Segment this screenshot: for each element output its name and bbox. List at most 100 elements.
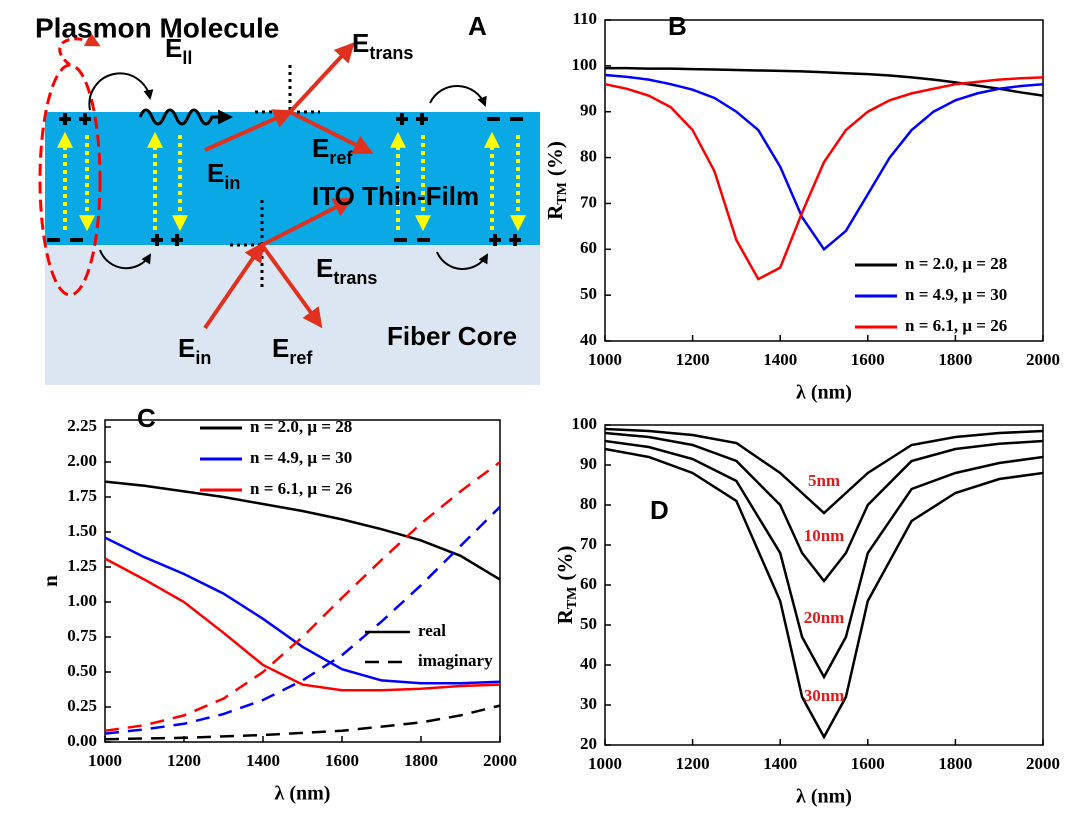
y-tick-label: 0.00	[67, 731, 97, 750]
y-axis-title: RTM (%)	[543, 141, 570, 220]
legend-label: n = 2.0, μ = 28	[250, 417, 352, 436]
y-tick-label: 110	[572, 9, 597, 28]
x-tick-label: 1000	[88, 751, 122, 770]
field-subscript: in	[195, 348, 211, 368]
data-line	[604, 427, 1044, 515]
legend-label: n = 4.9, μ = 30	[905, 285, 1007, 304]
field-label: Ell	[165, 33, 192, 68]
y-tick-label: 90	[580, 454, 597, 473]
x-tick-label: 1200	[676, 350, 710, 369]
field-subscript: ref	[289, 348, 313, 368]
field-subscript: in	[224, 173, 240, 193]
field-label: Eref	[312, 133, 353, 168]
film-label: ITO Thin-Film	[312, 181, 479, 211]
data-line	[104, 480, 501, 581]
y-tick-label: 90	[580, 101, 597, 120]
field-symbol: E	[312, 133, 329, 163]
charts: 1000 1200 1400 1600 1800 2000 40 50 60 70 80 90 100 1…	[38, 9, 1060, 808]
y-tick-label: 80	[580, 494, 597, 513]
legend-label: n = 6.1, μ = 26	[250, 479, 352, 498]
y-tick-label: 1.75	[67, 486, 97, 505]
x-tick-label: 1000	[588, 350, 622, 369]
legend-label: n = 6.1, μ = 26	[905, 316, 1007, 335]
y-axis-subscript: TM	[555, 182, 570, 205]
field-label: Etrans	[352, 28, 413, 63]
y-axis-symbol: n	[38, 575, 62, 587]
x-tick-label: 2000	[483, 751, 517, 770]
plot-frame	[604, 19, 1044, 342]
y-tick-label: 40	[580, 654, 597, 673]
data-line	[604, 431, 1044, 584]
y-tick-label: 50	[580, 614, 597, 633]
style-label: imaginary	[418, 651, 493, 670]
data-line	[604, 439, 1044, 680]
y-tick-label: 40	[580, 330, 597, 349]
legend-label: n = 4.9, μ = 30	[250, 448, 352, 467]
core-label: Fiber Core	[387, 321, 517, 351]
x-axis-title: λ (nm)	[796, 382, 852, 404]
field-label: Ein	[178, 333, 211, 368]
field-label: Ein	[207, 158, 240, 193]
y-tick-label: 2.25	[67, 416, 97, 435]
y-tick-label: 100	[572, 55, 598, 74]
x-tick-label: 1400	[763, 350, 797, 369]
molecule-title: Plasmon Molecule	[35, 12, 279, 43]
field-subscript: trans	[333, 268, 377, 288]
y-tick-label: 1.25	[67, 556, 97, 575]
x-tick-label: 1400	[246, 751, 280, 770]
x-tick-label: 1200	[676, 754, 710, 773]
panel-label: C	[137, 403, 156, 433]
style-label: real	[418, 621, 446, 640]
y-axis-title: n	[38, 575, 62, 587]
field-symbol: E	[352, 28, 369, 58]
imaginary-line	[104, 704, 501, 741]
curve-label: 20nm	[804, 608, 845, 627]
x-tick-label: 1400	[763, 754, 797, 773]
field-subscript: ll	[182, 48, 192, 68]
y-axis-symbol: R	[543, 204, 567, 220]
imaginary-line	[104, 460, 501, 733]
y-tick-label: 0.50	[67, 661, 97, 680]
x-tick-label: 1800	[404, 751, 438, 770]
y-tick-label: 30	[580, 694, 597, 713]
x-tick-label: 2000	[1026, 350, 1060, 369]
y-tick-label: 70	[580, 192, 597, 211]
field-label: Eref	[272, 333, 313, 368]
y-tick-label: 0.75	[67, 626, 97, 645]
y-tick-label: 0.25	[67, 696, 97, 715]
y-tick-label: 50	[580, 284, 597, 303]
y-tick-label: 1.50	[67, 521, 97, 540]
y-tick-label: 60	[580, 574, 597, 593]
x-tick-label: 1000	[588, 754, 622, 773]
emission-arrow	[58, 32, 101, 67]
x-tick-label: 2000	[1026, 754, 1060, 773]
field-symbol: E	[178, 333, 195, 363]
x-axis-title: λ (nm)	[275, 783, 331, 805]
x-tick-label: 1800	[938, 754, 972, 773]
curve-label: 5nm	[808, 471, 840, 490]
y-tick-label: 100	[572, 414, 598, 433]
y-tick-label: 60	[580, 238, 597, 257]
panel-label: D	[650, 495, 669, 525]
data-line	[104, 536, 501, 685]
x-tick-label: 1200	[167, 751, 201, 770]
y-axis-subscript: TM	[565, 587, 580, 610]
curve-label: 10nm	[804, 526, 845, 545]
data-line	[604, 76, 1044, 281]
y-tick-label: 20	[580, 734, 597, 753]
field-symbol: E	[207, 158, 224, 188]
x-tick-label: 1600	[325, 751, 359, 770]
panel-label: A	[468, 11, 487, 41]
panel-label: B	[668, 11, 687, 41]
y-tick-label: 2.00	[67, 451, 97, 470]
x-axis-title: λ (nm)	[796, 786, 852, 808]
ito-film	[45, 112, 540, 245]
x-tick-label: 1800	[938, 350, 972, 369]
field-symbol: E	[165, 33, 182, 63]
y-axis-symbol: R	[553, 608, 577, 624]
current-arrows	[88, 72, 489, 270]
field-subscript: ref	[329, 148, 353, 168]
curve-label: 30nm	[804, 686, 845, 705]
